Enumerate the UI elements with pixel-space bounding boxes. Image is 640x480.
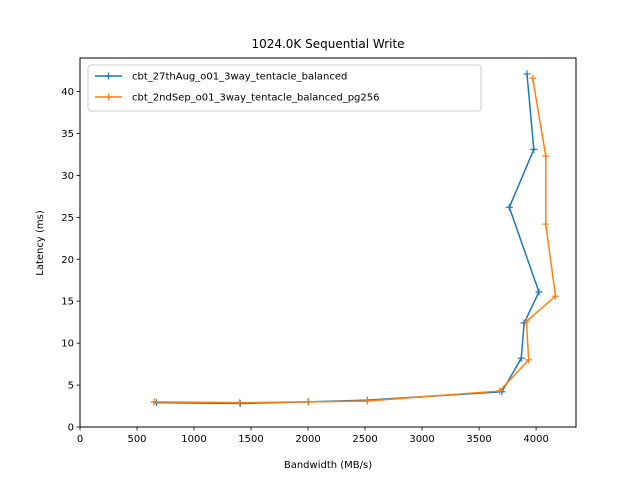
y-tick-label: 0 [68,423,74,434]
data-point-marker [522,317,530,325]
legend-marker-1 [105,72,112,80]
data-point-marker [529,74,537,82]
x-tick-label: 3000 [409,434,434,445]
y-tick-label: 20 [61,255,74,266]
legend: cbt_27thAug_o01_3way_tentacle_balancedcb… [87,64,482,112]
x-tick-label: 2000 [295,434,320,445]
x-tick-label: 1000 [181,434,206,445]
data-point-marker [523,70,531,78]
x-axis: 0 500 1000 1500 2000 2500 3000 3500 4000 [77,427,549,445]
series-layer [150,70,559,408]
data-point-marker [304,398,312,406]
x-tick-label: 0 [77,434,83,445]
x-tick-label: 2500 [352,434,377,445]
data-point-marker [505,203,513,211]
data-point-marker [551,292,559,300]
data-point-marker [150,398,158,406]
x-tick-label: 4000 [523,434,548,445]
x-tick-label: 500 [127,434,146,445]
chart-title: 1024.0K Sequential Write [251,37,404,51]
y-axis-label: Latency (ms) [35,210,46,276]
y-tick-label: 35 [61,129,74,140]
data-point-marker [517,354,525,362]
y-tick-label: 15 [61,297,74,308]
x-tick-label: 3500 [466,434,491,445]
plot-frame [79,57,577,428]
data-point-marker [542,220,550,228]
data-point-marker [496,387,504,395]
y-tick-label: 5 [68,381,74,392]
y-tick-label: 10 [61,339,74,350]
y-axis: 0 5 10 15 20 25 30 35 40 [61,87,80,434]
data-point-marker [530,145,538,153]
y-tick-label: 25 [61,213,74,224]
y-tick-label: 40 [61,87,74,98]
legend-box [87,64,482,112]
legend-label-2: cbt_2ndSep_o01_3way_tentacle_balanced_pg… [132,93,379,104]
legend-label-1: cbt_27thAug_o01_3way_tentacle_balanced [132,72,347,83]
y-tick-label: 30 [61,171,74,182]
legend-marker-2 [105,93,112,101]
data-point-marker [535,288,543,296]
data-point-marker [542,152,550,160]
x-axis-label: Bandwidth (MB/s) [284,460,372,471]
data-point-marker [236,399,244,407]
data-point-marker [525,356,533,364]
data-point-marker [363,397,371,405]
x-tick-label: 1500 [238,434,263,445]
